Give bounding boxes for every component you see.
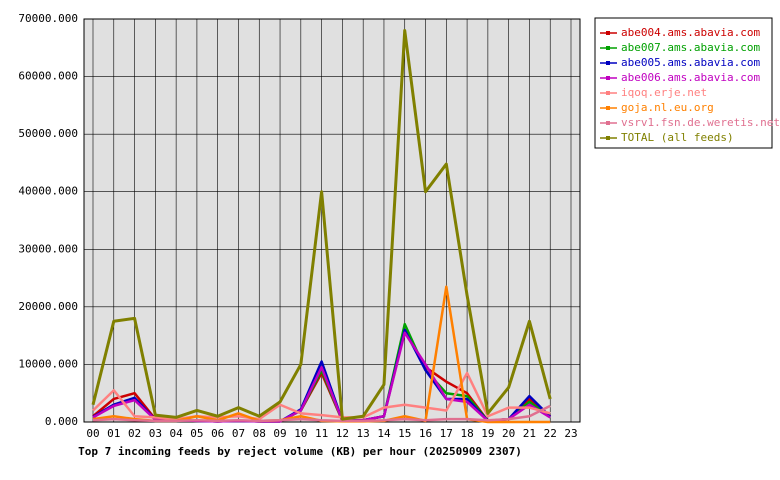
- legend-label: abe007.ams.abavia.com: [621, 41, 760, 54]
- series-line: [92, 404, 551, 423]
- legend-marker: [606, 136, 610, 140]
- plot-area: [83, 18, 581, 423]
- y-tick-label: 0.000: [45, 415, 78, 428]
- x-tick-label: 20: [502, 427, 515, 440]
- y-tick-label: 40000.000: [18, 185, 78, 198]
- x-tick-label: 08: [253, 427, 266, 440]
- y-tick-label: 50000.000: [18, 127, 78, 140]
- x-tick-label: 10: [294, 427, 307, 440]
- y-tick-label: 60000.000: [18, 70, 78, 83]
- x-tick-label: 17: [440, 427, 453, 440]
- legend-label: goja.nl.eu.org: [621, 101, 714, 114]
- legend-label: vsrv1.fsn.de.weretis.net: [621, 116, 780, 129]
- legend-marker: [606, 31, 610, 35]
- legend-label: abe006.ams.abavia.com: [621, 71, 760, 84]
- legend-label: iqoq.erje.net: [621, 86, 707, 99]
- x-tick-label: 12: [336, 427, 349, 440]
- legend: [594, 17, 773, 149]
- x-tick-label: 22: [544, 427, 557, 440]
- x-tick-label: 07: [232, 427, 245, 440]
- legend-marker: [606, 76, 610, 80]
- x-tick-label: 00: [86, 427, 99, 440]
- legend-marker: [606, 121, 610, 125]
- x-tick-label: 05: [190, 427, 203, 440]
- x-tick-label: 21: [523, 427, 536, 440]
- x-tick-label: 09: [273, 427, 286, 440]
- x-tick-label: 16: [419, 427, 432, 440]
- x-tick-label: 03: [149, 427, 162, 440]
- legend-marker: [606, 106, 610, 110]
- x-tick-label: 11: [315, 427, 328, 440]
- legend-marker: [606, 61, 610, 65]
- x-tick-label: 19: [481, 427, 494, 440]
- x-tick-label: 04: [170, 427, 184, 440]
- y-tick-label: 30000.000: [18, 242, 78, 255]
- x-tick-label: 18: [460, 427, 473, 440]
- y-tick-label: 10000.000: [18, 357, 78, 370]
- chart-title: Top 7 incoming feeds by reject volume (K…: [78, 445, 522, 458]
- legend-label: abe004.ams.abavia.com: [621, 26, 760, 39]
- series-line: [92, 371, 551, 421]
- legend-label: TOTAL (all feeds): [621, 131, 734, 144]
- legend-marker: [606, 46, 610, 50]
- series-line: [91, 29, 552, 421]
- legend-label: abe005.ams.abavia.com: [621, 56, 760, 69]
- x-tick-label: 15: [398, 427, 411, 440]
- legend-marker: [606, 91, 610, 95]
- x-tick-label: 01: [107, 427, 120, 440]
- x-tick-label: 02: [128, 427, 141, 440]
- y-tick-label: 70000.000: [18, 12, 78, 25]
- x-tick-label: 13: [357, 427, 370, 440]
- x-tick-label: 06: [211, 427, 224, 440]
- x-tick-label: 23: [564, 427, 577, 440]
- x-tick-label: 14: [377, 427, 391, 440]
- y-tick-label: 20000.000: [18, 300, 78, 313]
